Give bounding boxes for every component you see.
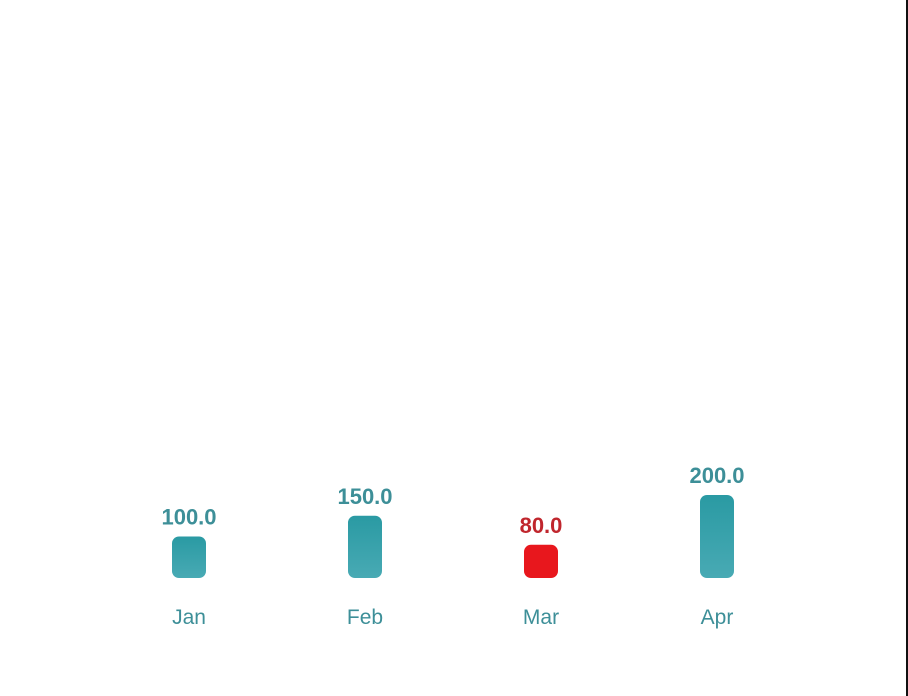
value-label-mar: 80.0 xyxy=(520,513,563,538)
value-label-jan: 100.0 xyxy=(161,505,216,530)
x-tick-label-mar: Mar xyxy=(523,606,559,629)
x-tick-label-apr: Apr xyxy=(701,606,734,629)
bar-jan[interactable] xyxy=(172,536,206,579)
bar-mar[interactable] xyxy=(524,544,558,578)
value-label-apr: 200.0 xyxy=(689,463,744,488)
x-axis-ticks-group: Jan Feb Mar Apr xyxy=(172,606,733,629)
bar-apr[interactable] xyxy=(700,495,734,578)
bar-feb[interactable] xyxy=(348,515,382,578)
x-tick-label-feb: Feb xyxy=(347,606,383,629)
x-tick-label-jan: Jan xyxy=(172,606,206,629)
bars-group xyxy=(172,495,734,578)
window-edge-divider xyxy=(906,0,908,696)
value-label-feb: 150.0 xyxy=(337,484,392,509)
value-labels-group: 100.0 150.0 80.0 200.0 xyxy=(161,463,744,538)
